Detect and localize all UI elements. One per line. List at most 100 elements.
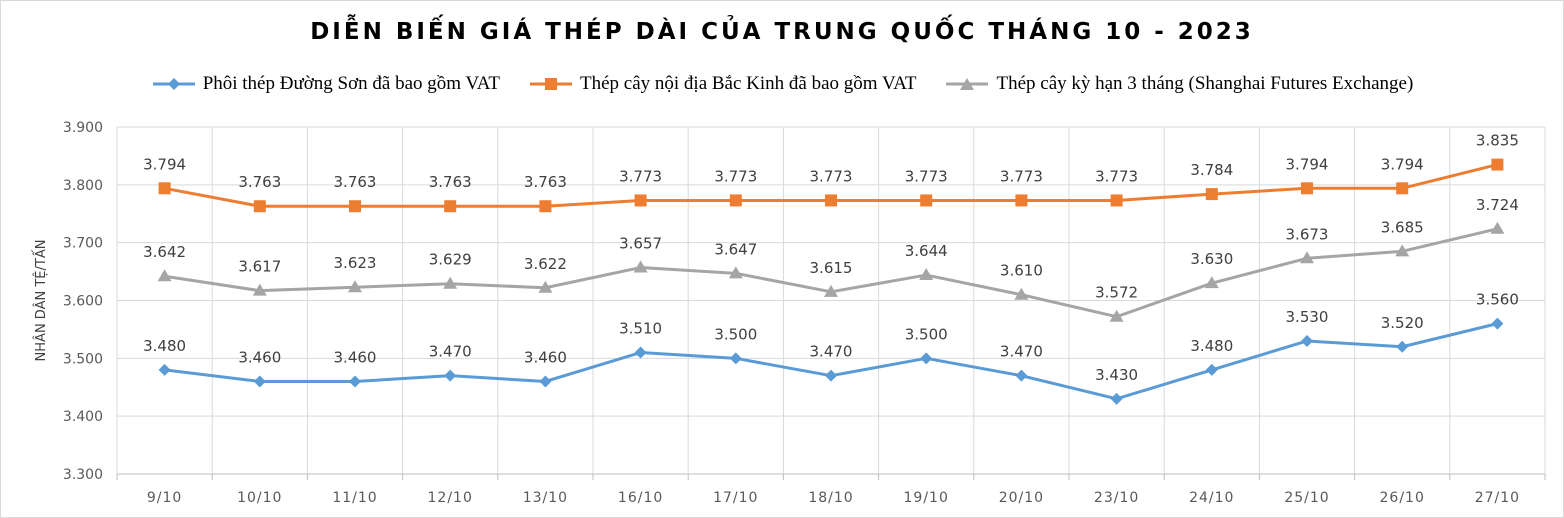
- data-label: 3.470: [429, 343, 472, 361]
- data-label: 3.623: [334, 254, 377, 272]
- data-point: [1015, 369, 1028, 382]
- data-label: 3.647: [714, 240, 757, 258]
- x-tick-label: 27/10: [1475, 490, 1520, 506]
- data-point: [539, 375, 552, 388]
- data-point: [1204, 276, 1219, 289]
- data-label: 3.560: [1476, 291, 1519, 309]
- data-point: [1301, 334, 1313, 347]
- data-label: 3.470: [810, 343, 853, 361]
- data-label: 3.773: [714, 167, 757, 185]
- data-label: 3.610: [1000, 262, 1043, 280]
- data-label: 3.763: [524, 173, 567, 191]
- data-point: [825, 194, 837, 207]
- data-point: [443, 276, 458, 289]
- data-point: [1014, 287, 1029, 300]
- data-point: [1109, 309, 1124, 322]
- legend-item-series-2[interactable]: Thép cây nội địa Bắc Kinh đã bao gồm VAT: [528, 73, 916, 95]
- x-tick-label: 26/10: [1380, 490, 1425, 506]
- data-label: 3.794: [1286, 155, 1329, 173]
- legend-marker-square-icon: [529, 78, 572, 90]
- data-point: [634, 346, 647, 359]
- legend-item-series-1[interactable]: Phôi thép Đường Sơn đã bao gồm VAT: [151, 73, 500, 95]
- data-point: [1491, 158, 1504, 171]
- data-point: [728, 266, 743, 279]
- x-tick-label: 17/10: [713, 490, 758, 506]
- data-label: 3.460: [334, 348, 377, 366]
- data-point: [919, 268, 934, 281]
- legend-item-series-3[interactable]: Thép cây kỳ hạn 3 tháng (Shanghai Future…: [944, 73, 1413, 95]
- data-label: 3.500: [714, 325, 757, 343]
- data-label: 3.630: [1190, 250, 1233, 268]
- data-point: [252, 283, 267, 296]
- data-point: [444, 369, 457, 382]
- y-tick-label: 3.800: [63, 178, 103, 194]
- data-point: [348, 280, 362, 293]
- data-label: 3.784: [1190, 161, 1233, 179]
- data-label: 3.629: [429, 251, 472, 269]
- chart-title: DIỄN BIẾN GIÁ THÉP DÀI CỦA TRUNG QUỐC TH…: [310, 19, 1254, 45]
- data-label: 3.673: [1286, 225, 1329, 243]
- data-point: [349, 375, 361, 388]
- data-label: 3.773: [810, 167, 853, 185]
- data-label: 3.763: [429, 173, 472, 191]
- data-label: 3.500: [905, 325, 948, 343]
- data-label: 3.773: [1095, 167, 1138, 185]
- data-label: 3.615: [810, 259, 853, 277]
- data-point: [157, 269, 172, 282]
- data-label: 3.480: [143, 337, 186, 355]
- y-tick-label: 3.900: [63, 120, 103, 136]
- data-point: [1015, 194, 1028, 207]
- x-tick-label: 18/10: [808, 490, 853, 506]
- y-tick-label: 3.600: [63, 294, 103, 310]
- data-label: 3.794: [143, 155, 186, 173]
- data-point: [1395, 244, 1410, 257]
- data-label: 3.460: [524, 348, 567, 366]
- data-point: [253, 375, 266, 388]
- data-point: [824, 284, 838, 297]
- x-tick-label: 12/10: [428, 490, 473, 506]
- data-label: 3.773: [1000, 167, 1043, 185]
- data-point: [538, 280, 553, 293]
- data-point: [633, 260, 648, 273]
- data-label: 3.480: [1190, 337, 1233, 355]
- data-label: 3.460: [238, 348, 281, 366]
- data-point: [825, 369, 837, 382]
- data-label: 3.520: [1381, 314, 1424, 332]
- legend-marker-diamond-icon: [152, 78, 195, 90]
- legend: Phôi thép Đường Sơn đã bao gồm VAT Thép …: [1, 73, 1563, 95]
- data-point: [444, 200, 457, 213]
- legend-label-series-2: Thép cây nội địa Bắc Kinh đã bao gồm VAT: [579, 73, 917, 94]
- data-label: 3.470: [1000, 343, 1043, 361]
- x-tick-label: 24/10: [1189, 490, 1234, 506]
- data-point: [1110, 194, 1123, 207]
- data-point: [920, 352, 933, 365]
- data-point: [1110, 392, 1123, 405]
- legend-marker-triangle-icon: [946, 78, 989, 90]
- data-point: [1491, 317, 1504, 330]
- data-label: 3.510: [619, 320, 662, 338]
- y-tick-label: 3.400: [63, 409, 103, 425]
- x-tick-label: 10/10: [237, 490, 282, 506]
- data-point: [1205, 188, 1218, 201]
- data-label: 3.773: [619, 167, 662, 185]
- data-point: [1396, 340, 1409, 353]
- data-point: [1205, 363, 1218, 376]
- data-point: [1301, 182, 1313, 195]
- legend-label-series-3: Thép cây kỳ hạn 3 tháng (Shanghai Future…: [996, 73, 1414, 94]
- data-label: 3.657: [619, 235, 662, 253]
- x-tick-label: 13/10: [523, 490, 568, 506]
- data-label: 3.530: [1286, 308, 1329, 326]
- data-label: 3.644: [905, 242, 948, 260]
- data-point: [1396, 182, 1409, 195]
- x-tick-label: 16/10: [618, 490, 663, 506]
- data-label: 3.763: [238, 173, 281, 191]
- x-tick-label: 20/10: [999, 490, 1044, 506]
- x-tick-label: 11/10: [332, 490, 377, 506]
- data-point: [349, 200, 361, 213]
- data-point: [920, 194, 933, 207]
- data-point: [253, 200, 266, 213]
- y-tick-label: 3.700: [63, 236, 103, 252]
- data-label: 3.642: [143, 243, 186, 261]
